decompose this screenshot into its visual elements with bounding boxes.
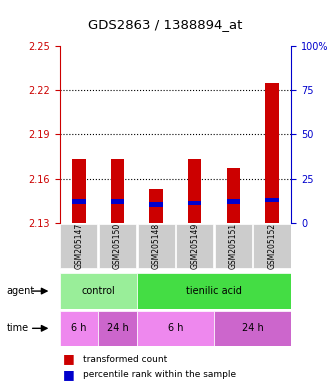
Bar xyxy=(60,311,98,346)
Bar xyxy=(188,159,202,223)
Bar xyxy=(72,199,86,204)
Text: GSM205151: GSM205151 xyxy=(229,223,238,269)
Bar xyxy=(111,159,124,223)
Bar xyxy=(188,200,202,205)
Text: GSM205147: GSM205147 xyxy=(74,223,83,269)
Text: GDS2863 / 1388894_at: GDS2863 / 1388894_at xyxy=(88,18,243,31)
Text: transformed count: transformed count xyxy=(83,354,167,364)
Bar xyxy=(265,83,279,223)
Bar xyxy=(227,168,240,223)
FancyBboxPatch shape xyxy=(254,223,291,268)
Text: percentile rank within the sample: percentile rank within the sample xyxy=(83,370,236,379)
Bar xyxy=(227,199,240,204)
Bar xyxy=(111,199,124,204)
Bar xyxy=(149,189,163,223)
Text: 24 h: 24 h xyxy=(107,323,128,333)
Text: GSM205152: GSM205152 xyxy=(267,223,276,269)
Text: agent: agent xyxy=(7,286,35,296)
Text: tienilic acid: tienilic acid xyxy=(186,286,242,296)
FancyBboxPatch shape xyxy=(176,223,213,268)
FancyBboxPatch shape xyxy=(99,223,136,268)
Bar xyxy=(98,311,137,346)
Bar xyxy=(137,273,291,309)
Bar xyxy=(72,159,86,223)
Text: ■: ■ xyxy=(63,368,74,381)
Text: GSM205149: GSM205149 xyxy=(190,223,199,269)
Text: 6 h: 6 h xyxy=(168,323,183,333)
Text: GSM205148: GSM205148 xyxy=(152,223,161,269)
Text: 24 h: 24 h xyxy=(242,323,263,333)
Text: ■: ■ xyxy=(63,353,74,366)
FancyBboxPatch shape xyxy=(60,223,97,268)
Text: GSM205150: GSM205150 xyxy=(113,223,122,269)
Bar xyxy=(60,273,137,309)
Bar xyxy=(137,311,214,346)
Text: time: time xyxy=(7,323,29,333)
FancyBboxPatch shape xyxy=(138,223,175,268)
Text: 6 h: 6 h xyxy=(71,323,87,333)
Text: control: control xyxy=(81,286,115,296)
Bar xyxy=(265,198,279,202)
FancyBboxPatch shape xyxy=(215,223,252,268)
Bar xyxy=(149,202,163,207)
Bar xyxy=(214,311,291,346)
